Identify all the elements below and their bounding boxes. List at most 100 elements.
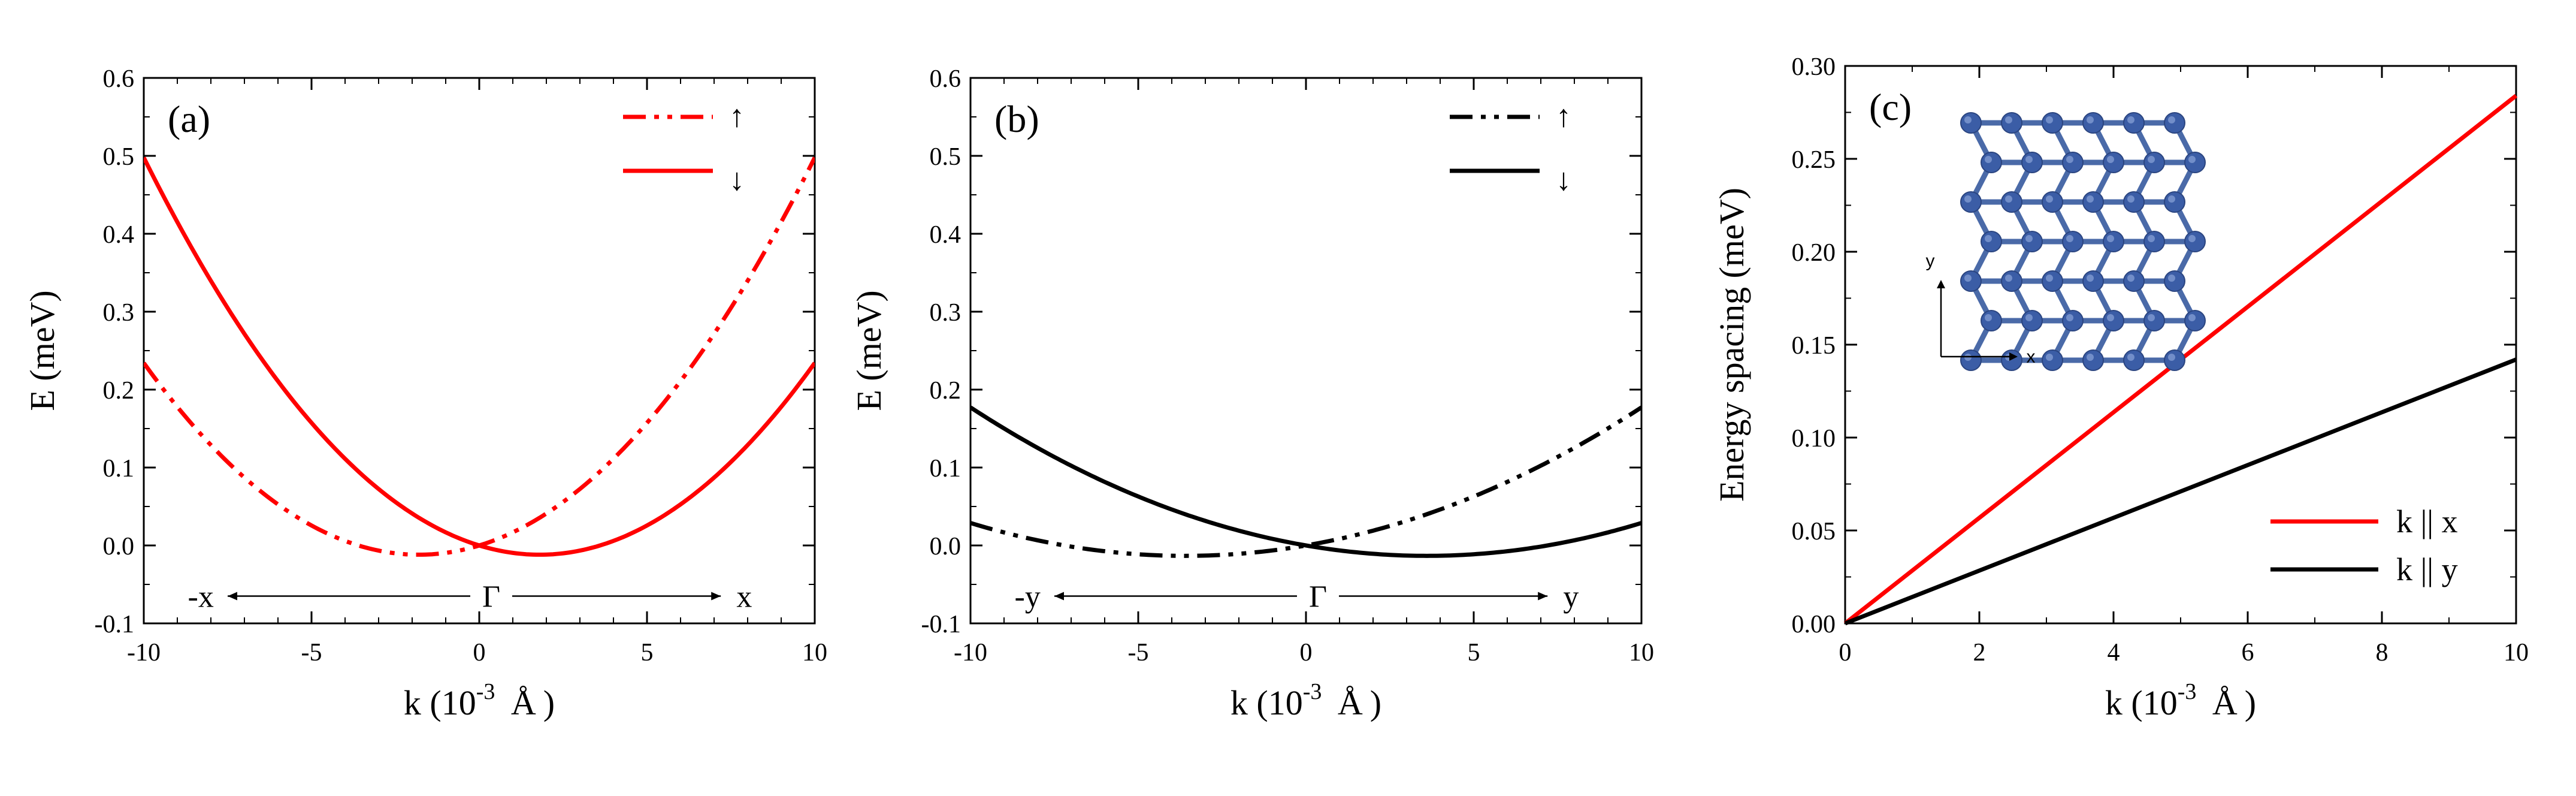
lattice-atom-highlight: [2127, 195, 2134, 203]
lattice-atom: [2164, 349, 2185, 371]
lattice-atom: [2082, 270, 2104, 292]
lattice-atom: [2143, 231, 2165, 252]
x-tick-label: 5: [641, 639, 654, 667]
lattice-atom: [2123, 191, 2145, 213]
x-tick-label: 10: [802, 639, 827, 667]
lattice-atom: [2184, 231, 2206, 252]
direction-arrowhead-right: [711, 592, 721, 601]
lattice-atom-highlight: [1985, 156, 1992, 163]
lattice-atom: [2184, 152, 2206, 173]
gamma-label: Γ: [482, 580, 500, 614]
lattice-atom-highlight: [2046, 275, 2053, 282]
lattice-atom-highlight: [2127, 275, 2134, 282]
lattice-atom: [2143, 152, 2165, 173]
y-tick-label: 0.0: [930, 533, 962, 560]
lattice-atom: [2123, 112, 2145, 134]
y-tick-label: 0.4: [103, 221, 135, 249]
lattice-atom: [2001, 191, 2022, 213]
x-tick-label: 0: [1839, 639, 1852, 667]
lattice-atom: [2123, 270, 2145, 292]
direction-arrowhead-left: [228, 592, 237, 601]
lattice-atom-highlight: [2005, 116, 2012, 123]
inset-lattice: [1960, 112, 2206, 371]
direction-label-right: x: [736, 580, 752, 614]
x-tick-label: 10: [1629, 639, 1654, 667]
panel-b: -10 -5 0 5 10-0.10.00.10.20.30.40.50.6k (10-…: [849, 65, 1654, 722]
x-tick-label: 0: [1300, 639, 1313, 667]
lattice-atom-highlight: [2025, 314, 2033, 321]
inset-x-arrowhead: [2009, 352, 2018, 361]
y-tick-label: -0.1: [95, 611, 135, 638]
y-axis-label: E (meV): [23, 290, 62, 411]
y-tick-label: 0.30: [1792, 53, 1836, 81]
y-tick-label: 0.2: [103, 377, 135, 405]
inset-y-arrowhead: [1937, 280, 1945, 288]
y-tick-label: 0.3: [103, 299, 135, 327]
lattice-atom-highlight: [2168, 275, 2175, 282]
y-tick-label: 0.5: [930, 143, 962, 171]
x-axis-label: k (10-3 Å): [404, 679, 555, 722]
y-tick-label: 0.0: [103, 533, 135, 560]
series-line-k-parallel-y: [1844, 357, 2517, 626]
lattice-atom-highlight: [1964, 275, 1972, 282]
y-tick-label: 0.6: [103, 65, 135, 93]
y-tick-label: 0.2: [930, 377, 962, 405]
series-line-spin-up: [144, 156, 815, 557]
lattice-atom: [1981, 310, 2002, 331]
lattice-atom: [2143, 310, 2165, 331]
x-axis-label-main: k (10: [2105, 683, 2178, 722]
lattice-atom-highlight: [2025, 235, 2033, 242]
x-axis-label-unit: Å: [502, 683, 536, 722]
x-axis-label: k (10-3 Å): [1230, 679, 1381, 722]
x-axis-label: k (10-3 Å): [2105, 679, 2256, 722]
lattice-atom: [2103, 152, 2124, 173]
y-tick-label: 0.15: [1792, 332, 1836, 360]
lattice-atom: [2123, 349, 2145, 371]
direction-label-left: -y: [1015, 580, 1041, 614]
x-tick-label: 4: [2108, 639, 2120, 667]
lattice-atom-highlight: [2046, 116, 2053, 123]
x-axis-label-main: k (10: [404, 683, 476, 722]
x-axis-label-close: ): [543, 683, 555, 722]
lattice-atom: [1960, 270, 1982, 292]
lattice-atom: [2001, 349, 2022, 371]
lattice-atom-highlight: [2148, 314, 2155, 321]
lattice-atom-highlight: [2127, 354, 2134, 361]
lattice-atom-highlight: [2087, 195, 2094, 203]
legend-label-k-parallel-y: k || y: [2396, 551, 2458, 587]
lattice-atom: [2164, 112, 2185, 134]
y-tick-label: 0.3: [930, 299, 962, 327]
x-tick-label: 0: [473, 639, 486, 667]
lattice-atom: [1981, 152, 2002, 173]
y-tick-label: -0.1: [921, 611, 962, 638]
lattice-atom: [1960, 349, 1982, 371]
direction-arrowhead-left: [1054, 592, 1064, 601]
direction-label-right: y: [1563, 580, 1579, 614]
y-tick-label: 0.00: [1792, 611, 1836, 638]
lattice-atom-highlight: [2168, 195, 2175, 203]
lattice-atom: [2062, 310, 2084, 331]
lattice-atom: [2103, 231, 2124, 252]
x-tick-label: -5: [1128, 639, 1149, 667]
legend-label-k-parallel-x: k || x: [2396, 503, 2458, 539]
lattice-atom-highlight: [2087, 354, 2094, 361]
lattice-atom: [2042, 349, 2063, 371]
lattice-atom-highlight: [2168, 116, 2175, 123]
lattice-atom: [2062, 152, 2084, 173]
series-line-spin-down: [144, 156, 815, 557]
direction-label-left: -x: [188, 580, 214, 614]
lattice-atom-highlight: [2046, 354, 2053, 361]
y-tick-label: 0.25: [1792, 146, 1836, 174]
lattice-atom: [2021, 152, 2043, 173]
x-axis-label-close: ): [2245, 683, 2256, 722]
lattice-atom-highlight: [2005, 195, 2012, 203]
legend-label-spin-up: ↑: [1556, 100, 1571, 134]
lattice-atom: [2103, 310, 2124, 331]
gamma-label: Γ: [1309, 580, 1327, 614]
lattice-atom: [2042, 270, 2063, 292]
lattice-atom-highlight: [2148, 156, 2155, 163]
plot-frame: [143, 77, 816, 625]
x-axis-label-exponent: -3: [476, 679, 495, 704]
lattice-atom: [2184, 310, 2206, 331]
